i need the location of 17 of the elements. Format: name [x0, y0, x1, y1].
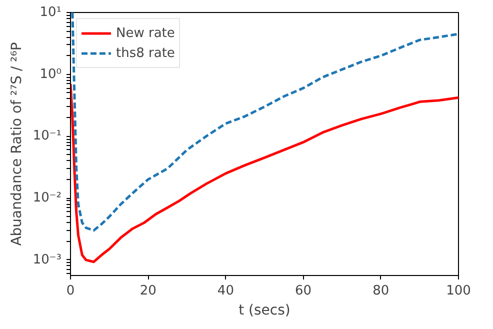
x-tick-label: 20	[140, 284, 156, 298]
y-tick-label: 10⁰	[40, 66, 62, 82]
x-tick-label: 0	[66, 284, 75, 298]
x-tick-label: 100	[446, 284, 471, 298]
line-series	[70, 82, 458, 264]
y-tick-label: 10⁻¹	[32, 128, 62, 144]
x-tick-label: 60	[295, 284, 312, 298]
y-tick-label: 10¹	[40, 5, 62, 20]
legend-label: ths8 rate	[116, 46, 175, 60]
legend-label: New rate	[116, 26, 175, 40]
y-axis-title: Abuandance Ratio of ²⁷S / ²⁶P	[8, 42, 25, 246]
y-tick-label: 10⁻²	[32, 190, 62, 206]
x-tick-label: 80	[372, 284, 390, 298]
x-tick-label: 40	[217, 284, 234, 298]
y-tick-label: 10⁻³	[32, 252, 62, 268]
line-series	[71, 12, 458, 232]
x-axis-title: t (secs)	[238, 302, 290, 318]
